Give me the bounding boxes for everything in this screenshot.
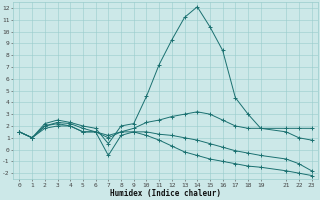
X-axis label: Humidex (Indice chaleur): Humidex (Indice chaleur) <box>110 189 221 198</box>
